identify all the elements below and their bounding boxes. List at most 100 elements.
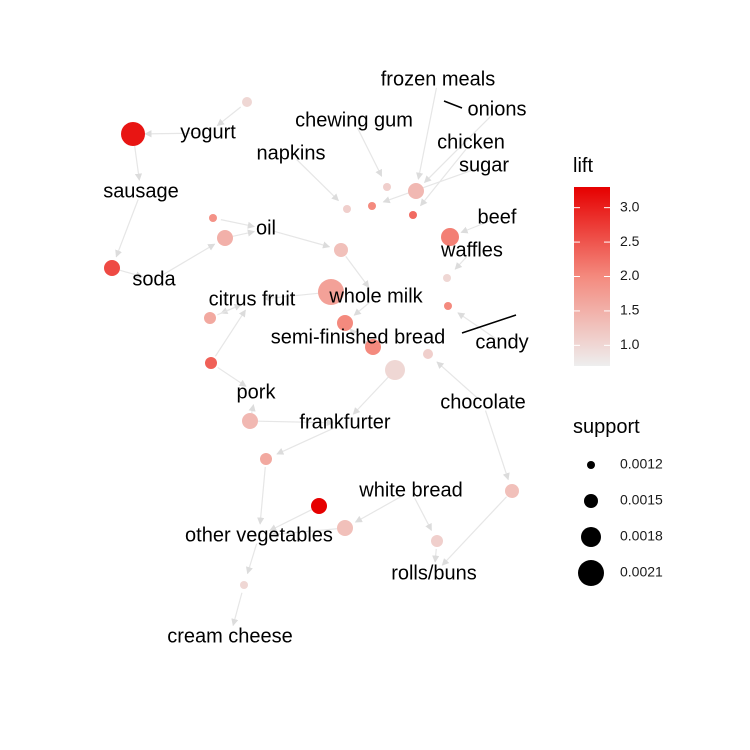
item-label-chewing-gum[interactable]: chewing gum xyxy=(295,109,413,131)
rule-edge xyxy=(232,229,255,237)
rule-node[interactable] xyxy=(368,202,376,210)
rule-node[interactable] xyxy=(334,243,348,257)
rule-edge xyxy=(416,87,438,180)
rule-edge xyxy=(217,303,242,316)
rule-edge xyxy=(457,312,496,339)
item-label-cream-cheese[interactable]: cream cheese xyxy=(167,625,293,647)
item-label-whole-milk[interactable]: whole milk xyxy=(328,285,423,307)
rule-edge xyxy=(269,509,313,532)
rule-edge xyxy=(420,148,467,207)
rule-node[interactable] xyxy=(365,339,381,355)
rule-node[interactable] xyxy=(318,279,344,305)
item-label-onions[interactable]: onions xyxy=(468,98,527,120)
rule-edge xyxy=(220,219,255,229)
support-key-label: 0.0021 xyxy=(620,564,663,580)
rule-edge xyxy=(276,425,338,455)
rule-node[interactable] xyxy=(408,183,424,199)
rule-edge xyxy=(248,404,256,414)
rule-node[interactable] xyxy=(385,360,405,380)
rule-node[interactable] xyxy=(337,315,353,331)
item-label-white-bread[interactable]: white bread xyxy=(358,479,462,501)
rule-node[interactable] xyxy=(260,453,272,465)
rule-node[interactable] xyxy=(431,535,443,547)
rule-node[interactable] xyxy=(311,498,327,514)
support-key-label: 0.0018 xyxy=(620,528,663,544)
rule-node[interactable] xyxy=(104,260,120,276)
rule-node[interactable] xyxy=(205,357,217,369)
rule-edge xyxy=(133,141,143,181)
item-label-semi-finished-bread[interactable]: semi-finished bread xyxy=(271,326,446,348)
lift-tick-label: 1.5 xyxy=(620,302,640,318)
lift-tick-label: 2.5 xyxy=(620,233,640,249)
rule-edge xyxy=(382,168,477,204)
rule-node[interactable] xyxy=(242,97,252,107)
support-key-dot xyxy=(587,461,595,469)
support-key-dot xyxy=(578,560,604,586)
lift-tick-label: 1.0 xyxy=(620,336,640,352)
item-label-frozen-meals[interactable]: frozen meals xyxy=(381,68,496,90)
rule-node[interactable] xyxy=(217,230,233,246)
rule-node[interactable] xyxy=(343,205,351,213)
rule-edge xyxy=(484,410,510,481)
item-label-frankfurter[interactable]: frankfurter xyxy=(299,411,390,433)
rule-edge xyxy=(454,256,468,270)
item-label-chocolate[interactable]: chocolate xyxy=(440,391,526,413)
label-leader-lines xyxy=(443,100,517,334)
rule-node[interactable] xyxy=(383,183,391,191)
rule-node[interactable] xyxy=(337,520,353,536)
support-key-dot xyxy=(581,527,601,547)
rule-edge xyxy=(115,199,139,258)
rule-edge xyxy=(160,243,216,277)
item-labels: frozen meals onions chewing gum chicken yogu… xyxy=(103,68,529,647)
support-key-label: 0.0012 xyxy=(620,456,663,472)
rule-edge xyxy=(119,269,144,279)
item-label-oil[interactable]: oil xyxy=(256,217,276,239)
item-label-chicken[interactable]: chicken xyxy=(437,131,505,153)
item-label-sausage[interactable]: sausage xyxy=(103,180,179,202)
item-label-citrus-fruit[interactable]: citrus fruit xyxy=(209,288,296,310)
rule-node[interactable] xyxy=(443,274,451,282)
rule-edge xyxy=(214,309,246,357)
rule-node[interactable] xyxy=(505,484,519,498)
rule-node[interactable] xyxy=(204,312,216,324)
rule-node[interactable] xyxy=(444,302,452,310)
rule-node[interactable] xyxy=(209,214,217,222)
onions-leader-line xyxy=(443,100,463,109)
rule-node[interactable] xyxy=(409,211,417,219)
rule-edge xyxy=(362,340,371,348)
item-label-soda[interactable]: soda xyxy=(132,268,176,290)
lift-tick-label: 2.0 xyxy=(620,267,640,283)
rule-node[interactable] xyxy=(121,122,145,146)
item-label-other-vegetables[interactable]: other vegetables xyxy=(185,524,333,546)
item-label-rolls-buns[interactable]: rolls/buns xyxy=(391,562,477,584)
lift-legend: lift 1.0 1.5 2.0 2.5 3.0 xyxy=(573,155,640,366)
item-label-napkins[interactable]: napkins xyxy=(257,142,326,164)
rule-edge xyxy=(357,127,383,177)
rule-edge xyxy=(273,230,331,249)
rule-edges xyxy=(115,87,510,627)
item-label-waffles[interactable]: waffles xyxy=(440,239,503,261)
rule-edge xyxy=(441,496,507,566)
rule-edge xyxy=(432,548,440,563)
support-legend-title: support xyxy=(573,416,640,438)
rule-node[interactable] xyxy=(423,349,433,359)
support-key-label: 0.0015 xyxy=(620,492,663,508)
rule-node[interactable] xyxy=(441,228,459,246)
rule-nodes xyxy=(104,97,519,589)
rule-edge xyxy=(217,366,247,387)
rule-edge xyxy=(354,494,405,523)
rule-edge xyxy=(353,301,371,316)
item-label-beef[interactable]: beef xyxy=(478,206,517,228)
item-label-candy[interactable]: candy xyxy=(475,331,528,353)
lift-tick-label: 3.0 xyxy=(620,198,640,214)
rule-edge xyxy=(245,543,258,575)
item-label-yogurt[interactable]: yogurt xyxy=(180,121,236,143)
item-label-sugar[interactable]: sugar xyxy=(459,154,509,176)
rule-edge xyxy=(423,115,492,184)
item-label-pork[interactable]: pork xyxy=(237,381,277,403)
rule-edge xyxy=(414,497,432,531)
lift-legend-title: lift xyxy=(573,155,593,177)
rule-node[interactable] xyxy=(242,413,258,429)
rule-node[interactable] xyxy=(240,581,248,589)
